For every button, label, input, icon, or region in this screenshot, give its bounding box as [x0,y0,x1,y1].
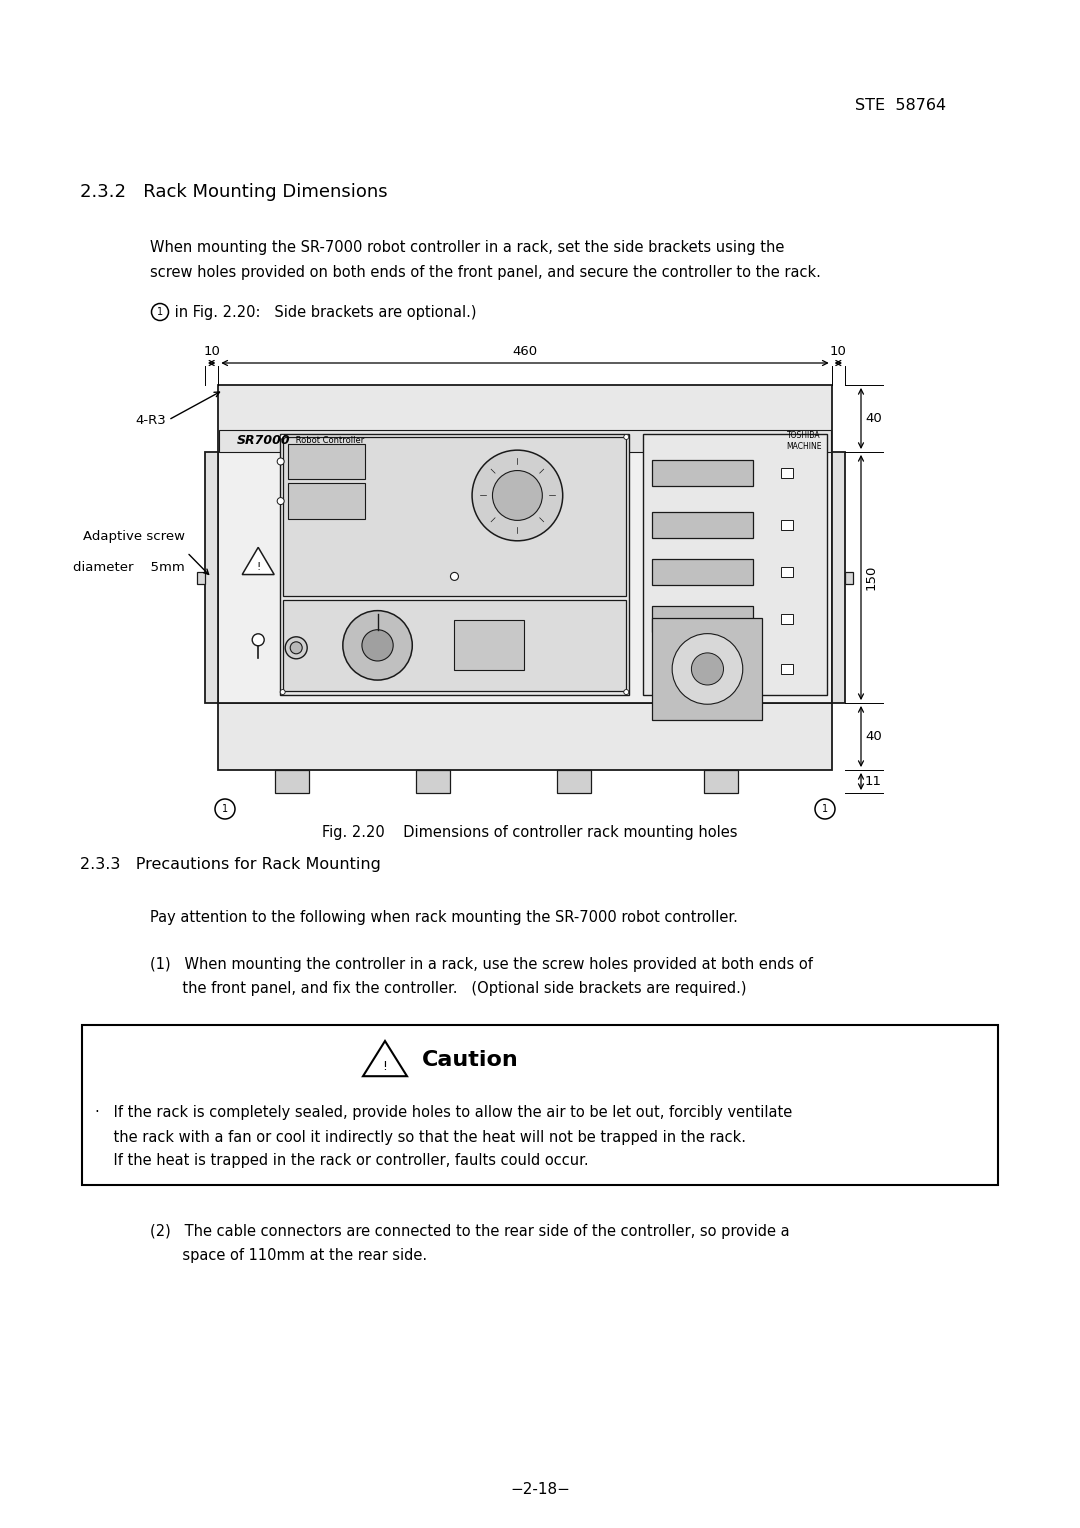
Text: !: ! [382,1059,388,1073]
Bar [275,770,309,793]
Bar [652,512,754,538]
Circle shape [151,304,168,321]
Text: If the heat is trapped in the rack or controller, faults could occur.: If the heat is trapped in the rack or co… [95,1154,589,1167]
Bar [781,665,793,674]
Bar [287,483,365,520]
Circle shape [280,689,285,695]
Text: 2.3.3   Precautions for Rack Mounting: 2.3.3 Precautions for Rack Mounting [80,857,381,872]
Text: 10: 10 [829,345,847,358]
Bar [781,567,793,578]
Text: (2)   The cable connectors are connected to the rear side of the controller, so : (2) The cable connectors are connected t… [150,1224,789,1239]
Circle shape [215,799,235,819]
Text: Robot Controller: Robot Controller [294,437,365,446]
Circle shape [624,434,629,440]
Circle shape [815,799,835,819]
Circle shape [624,689,629,695]
Bar [287,443,365,480]
Text: Caution: Caution [422,1050,518,1070]
Circle shape [450,573,459,581]
Text: 460: 460 [512,345,538,358]
Text: 1: 1 [221,804,228,814]
Text: 40: 40 [865,413,881,425]
Text: 40: 40 [865,730,881,743]
Text: 11: 11 [865,775,882,788]
Text: !: ! [256,562,260,571]
Text: diameter    5mm: diameter 5mm [73,561,185,575]
Bar [652,559,754,585]
Text: Fig. 2.20    Dimensions of controller rack mounting holes: Fig. 2.20 Dimensions of controller rack … [322,825,738,840]
Text: SR7000: SR7000 [237,434,289,448]
Bar [781,468,793,478]
Bar [197,571,205,584]
Circle shape [672,634,743,704]
Bar [652,617,762,720]
Bar [652,607,754,633]
Bar [416,770,450,793]
Text: 1: 1 [822,804,828,814]
Bar [781,614,793,625]
Polygon shape [363,1041,407,1076]
Bar [652,460,754,486]
Text: in Fig. 2.20:   Side brackets are optional.): in Fig. 2.20: Side brackets are optional… [170,304,476,319]
Text: 10: 10 [203,345,220,358]
Bar [557,770,591,793]
Bar [283,437,626,596]
Text: 2.3.2   Rack Mounting Dimensions: 2.3.2 Rack Mounting Dimensions [80,183,388,202]
Text: −2-18−: −2-18− [510,1482,570,1497]
Circle shape [691,652,724,685]
Bar [218,452,832,703]
Text: When mounting the SR-7000 robot controller in a rack, set the side brackets usin: When mounting the SR-7000 robot controll… [150,240,784,255]
Circle shape [253,634,265,646]
Circle shape [291,642,302,654]
Circle shape [285,637,307,659]
Text: 150: 150 [865,565,878,590]
Text: 4-R3: 4-R3 [136,414,166,426]
Circle shape [280,434,285,440]
Bar [219,429,831,452]
Bar [845,571,853,584]
Bar [644,434,826,695]
Bar [455,620,525,671]
Polygon shape [242,547,274,575]
Circle shape [278,458,284,465]
Text: 1: 1 [157,307,163,316]
Bar [280,434,630,695]
Text: ·   If the rack is completely sealed, provide holes to allow the air to be let o: · If the rack is completely sealed, prov… [95,1105,793,1120]
Bar [205,452,218,703]
Circle shape [492,471,542,521]
Circle shape [472,451,563,541]
Circle shape [278,498,284,504]
Text: Adaptive screw: Adaptive screw [83,530,185,544]
Text: STE  58764: STE 58764 [855,98,946,113]
Text: the front panel, and fix the controller.   (Optional side brackets are required.: the front panel, and fix the controller.… [150,981,746,996]
Circle shape [362,630,393,662]
Circle shape [342,611,413,680]
Bar [704,770,738,793]
Bar [781,521,793,530]
Text: screw holes provided on both ends of the front panel, and secure the controller : screw holes provided on both ends of the… [150,264,821,280]
Text: Pay attention to the following when rack mounting the SR-7000 robot controller.: Pay attention to the following when rack… [150,911,738,924]
Bar [832,452,845,703]
Bar [82,1025,998,1186]
Text: (1)   When mounting the controller in a rack, use the screw holes provided at bo: (1) When mounting the controller in a ra… [150,957,813,972]
Text: the rack with a fan or cool it indirectly so that the heat will not be trapped i: the rack with a fan or cool it indirectl… [95,1131,746,1144]
Bar [218,703,832,770]
Bar [218,385,832,452]
Text: TOSHIBA
MACHINE: TOSHIBA MACHINE [786,431,822,451]
Bar [283,599,626,691]
Text: space of 110mm at the rear side.: space of 110mm at the rear side. [150,1248,427,1264]
